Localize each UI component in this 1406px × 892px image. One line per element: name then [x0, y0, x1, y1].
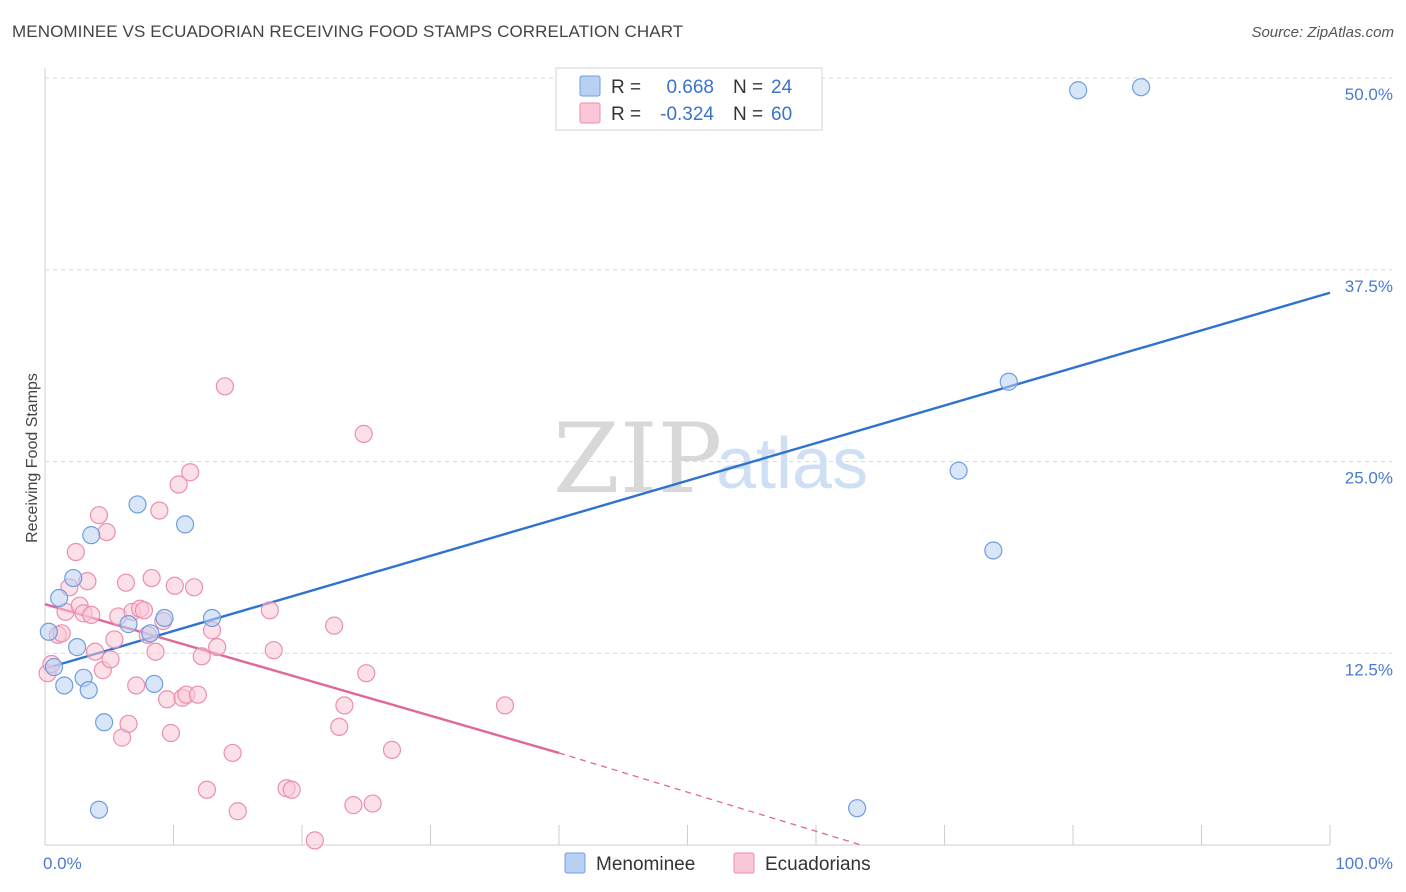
watermark-atlas: atlas	[716, 424, 868, 504]
axis-layer: 12.5% 25.0% 37.5% 50.0%	[44, 68, 1393, 846]
ecuadorian-point	[282, 780, 301, 799]
chart-title: MENOMINEE VS ECUADORIAN RECEIVING FOOD S…	[12, 22, 684, 41]
menominee-point	[175, 515, 195, 534]
menominee-n-label: N =	[733, 77, 763, 98]
ecuadorian-point	[357, 664, 376, 683]
legend-label-menominee: Menominee	[596, 854, 695, 875]
ecuadorian-point	[305, 831, 324, 850]
menominee-trend-line	[44, 291, 1331, 670]
ecuadorian-trend-extension	[558, 752, 862, 846]
menominee-point	[202, 608, 222, 628]
menominee-point	[999, 372, 1018, 391]
ecuadorian-point	[495, 696, 515, 715]
y-tick-label: 25.0%	[1345, 469, 1393, 488]
ecuadorian-point	[260, 601, 279, 620]
ecuadorian-point	[146, 642, 165, 661]
menominee-point	[128, 495, 147, 514]
menominee-point	[949, 461, 968, 480]
menominee-point	[1132, 78, 1151, 97]
ecuadorian-point	[335, 696, 354, 715]
ecuadorian-point	[157, 690, 177, 709]
grid-layer	[45, 77, 1392, 654]
ecuadorian-point	[116, 573, 136, 592]
y-tick-label: 37.5%	[1345, 277, 1393, 296]
ecuadorian-point	[192, 647, 211, 666]
menominee-r-label: R =	[611, 77, 641, 98]
ecuadorian-point	[223, 743, 242, 763]
ecuadorian-point	[363, 794, 382, 813]
menominee-point	[141, 624, 160, 643]
menominee-point	[155, 608, 174, 628]
ecuadorian-point	[169, 475, 188, 494]
menominee-point	[39, 622, 58, 641]
ecuadorian-n-label: N =	[733, 104, 763, 125]
trend-layer	[44, 291, 1331, 846]
ecuadorian-point	[89, 506, 109, 525]
ecuadorian-point	[86, 642, 105, 661]
menominee-point	[848, 799, 867, 818]
ecuadorian-point	[165, 576, 184, 595]
menominee-point	[145, 674, 164, 694]
source-label: Source: ZipAtlas.com	[1251, 24, 1394, 41]
ecuadorian-point	[264, 641, 283, 660]
point-layer	[38, 78, 1151, 850]
correlation-legend: R = 0.668 N = 24 R = -0.324 N = 60	[555, 67, 823, 131]
menominee-point	[82, 526, 101, 545]
ecuadorian-point	[188, 685, 208, 704]
ecuadorian-point	[127, 676, 146, 695]
ecuadorian-point	[181, 463, 200, 482]
x-tick-label-max: 100.0%	[1335, 854, 1393, 873]
menominee-n-value: 24	[771, 77, 793, 98]
y-tick-label: 50.0%	[1345, 85, 1393, 104]
ecuadorian-point	[66, 542, 85, 562]
menominee-point	[68, 638, 87, 657]
menominee-point	[984, 541, 1003, 560]
watermark-zip: ZIP	[553, 403, 722, 515]
menominee-point	[55, 676, 74, 695]
menominee-point	[1069, 81, 1088, 100]
ecuadorian-point	[101, 650, 120, 669]
ecuadorian-point	[161, 723, 181, 743]
menominee-swatch	[579, 75, 601, 97]
ecuadorian-point	[142, 568, 161, 588]
menominee-point	[95, 713, 114, 732]
ecuadorian-point	[344, 796, 363, 815]
x-tick-label-min: 0.0%	[43, 854, 82, 873]
ecuadorian-point	[382, 740, 402, 759]
menominee-point	[64, 568, 83, 588]
ecuadorian-point	[82, 605, 101, 625]
menominee-point	[79, 680, 98, 700]
legend-swatch-ecuadorians	[733, 852, 755, 874]
ecuadorian-point	[97, 522, 116, 542]
ecuadorian-point	[330, 717, 349, 736]
menominee-point	[50, 588, 69, 608]
menominee-point	[119, 615, 138, 634]
menominee-point	[89, 800, 109, 819]
ecuadorian-point	[150, 501, 169, 520]
legend-label-ecuadorians: Ecuadorians	[765, 854, 871, 875]
ecuadorian-point	[134, 601, 154, 620]
ecuadorian-swatch	[579, 102, 601, 124]
menominee-r-value: 0.668	[666, 77, 714, 98]
ecuadorian-point	[325, 616, 344, 635]
y-tick-label: 12.5%	[1345, 660, 1393, 679]
ecuadorian-point	[119, 714, 138, 733]
ecuadorian-point	[208, 638, 227, 657]
ecuadorian-point	[228, 802, 247, 821]
ecuadorian-n-value: 60	[771, 104, 792, 125]
menominee-point	[44, 657, 64, 677]
y-axis-title: Receiving Food Stamps	[24, 373, 41, 543]
ecuadorian-r-value: -0.324	[660, 104, 714, 125]
ecuadorian-point	[184, 578, 204, 597]
ecuadorian-point	[215, 377, 234, 396]
ecuadorian-point	[197, 780, 217, 799]
legend-swatch-menominee	[564, 852, 586, 874]
series-legend: Menominee Ecuadorians	[564, 852, 871, 875]
ecuadorian-point	[354, 424, 373, 443]
ecuadorian-r-label: R =	[611, 104, 641, 125]
ecuadorian-point	[105, 630, 124, 649]
